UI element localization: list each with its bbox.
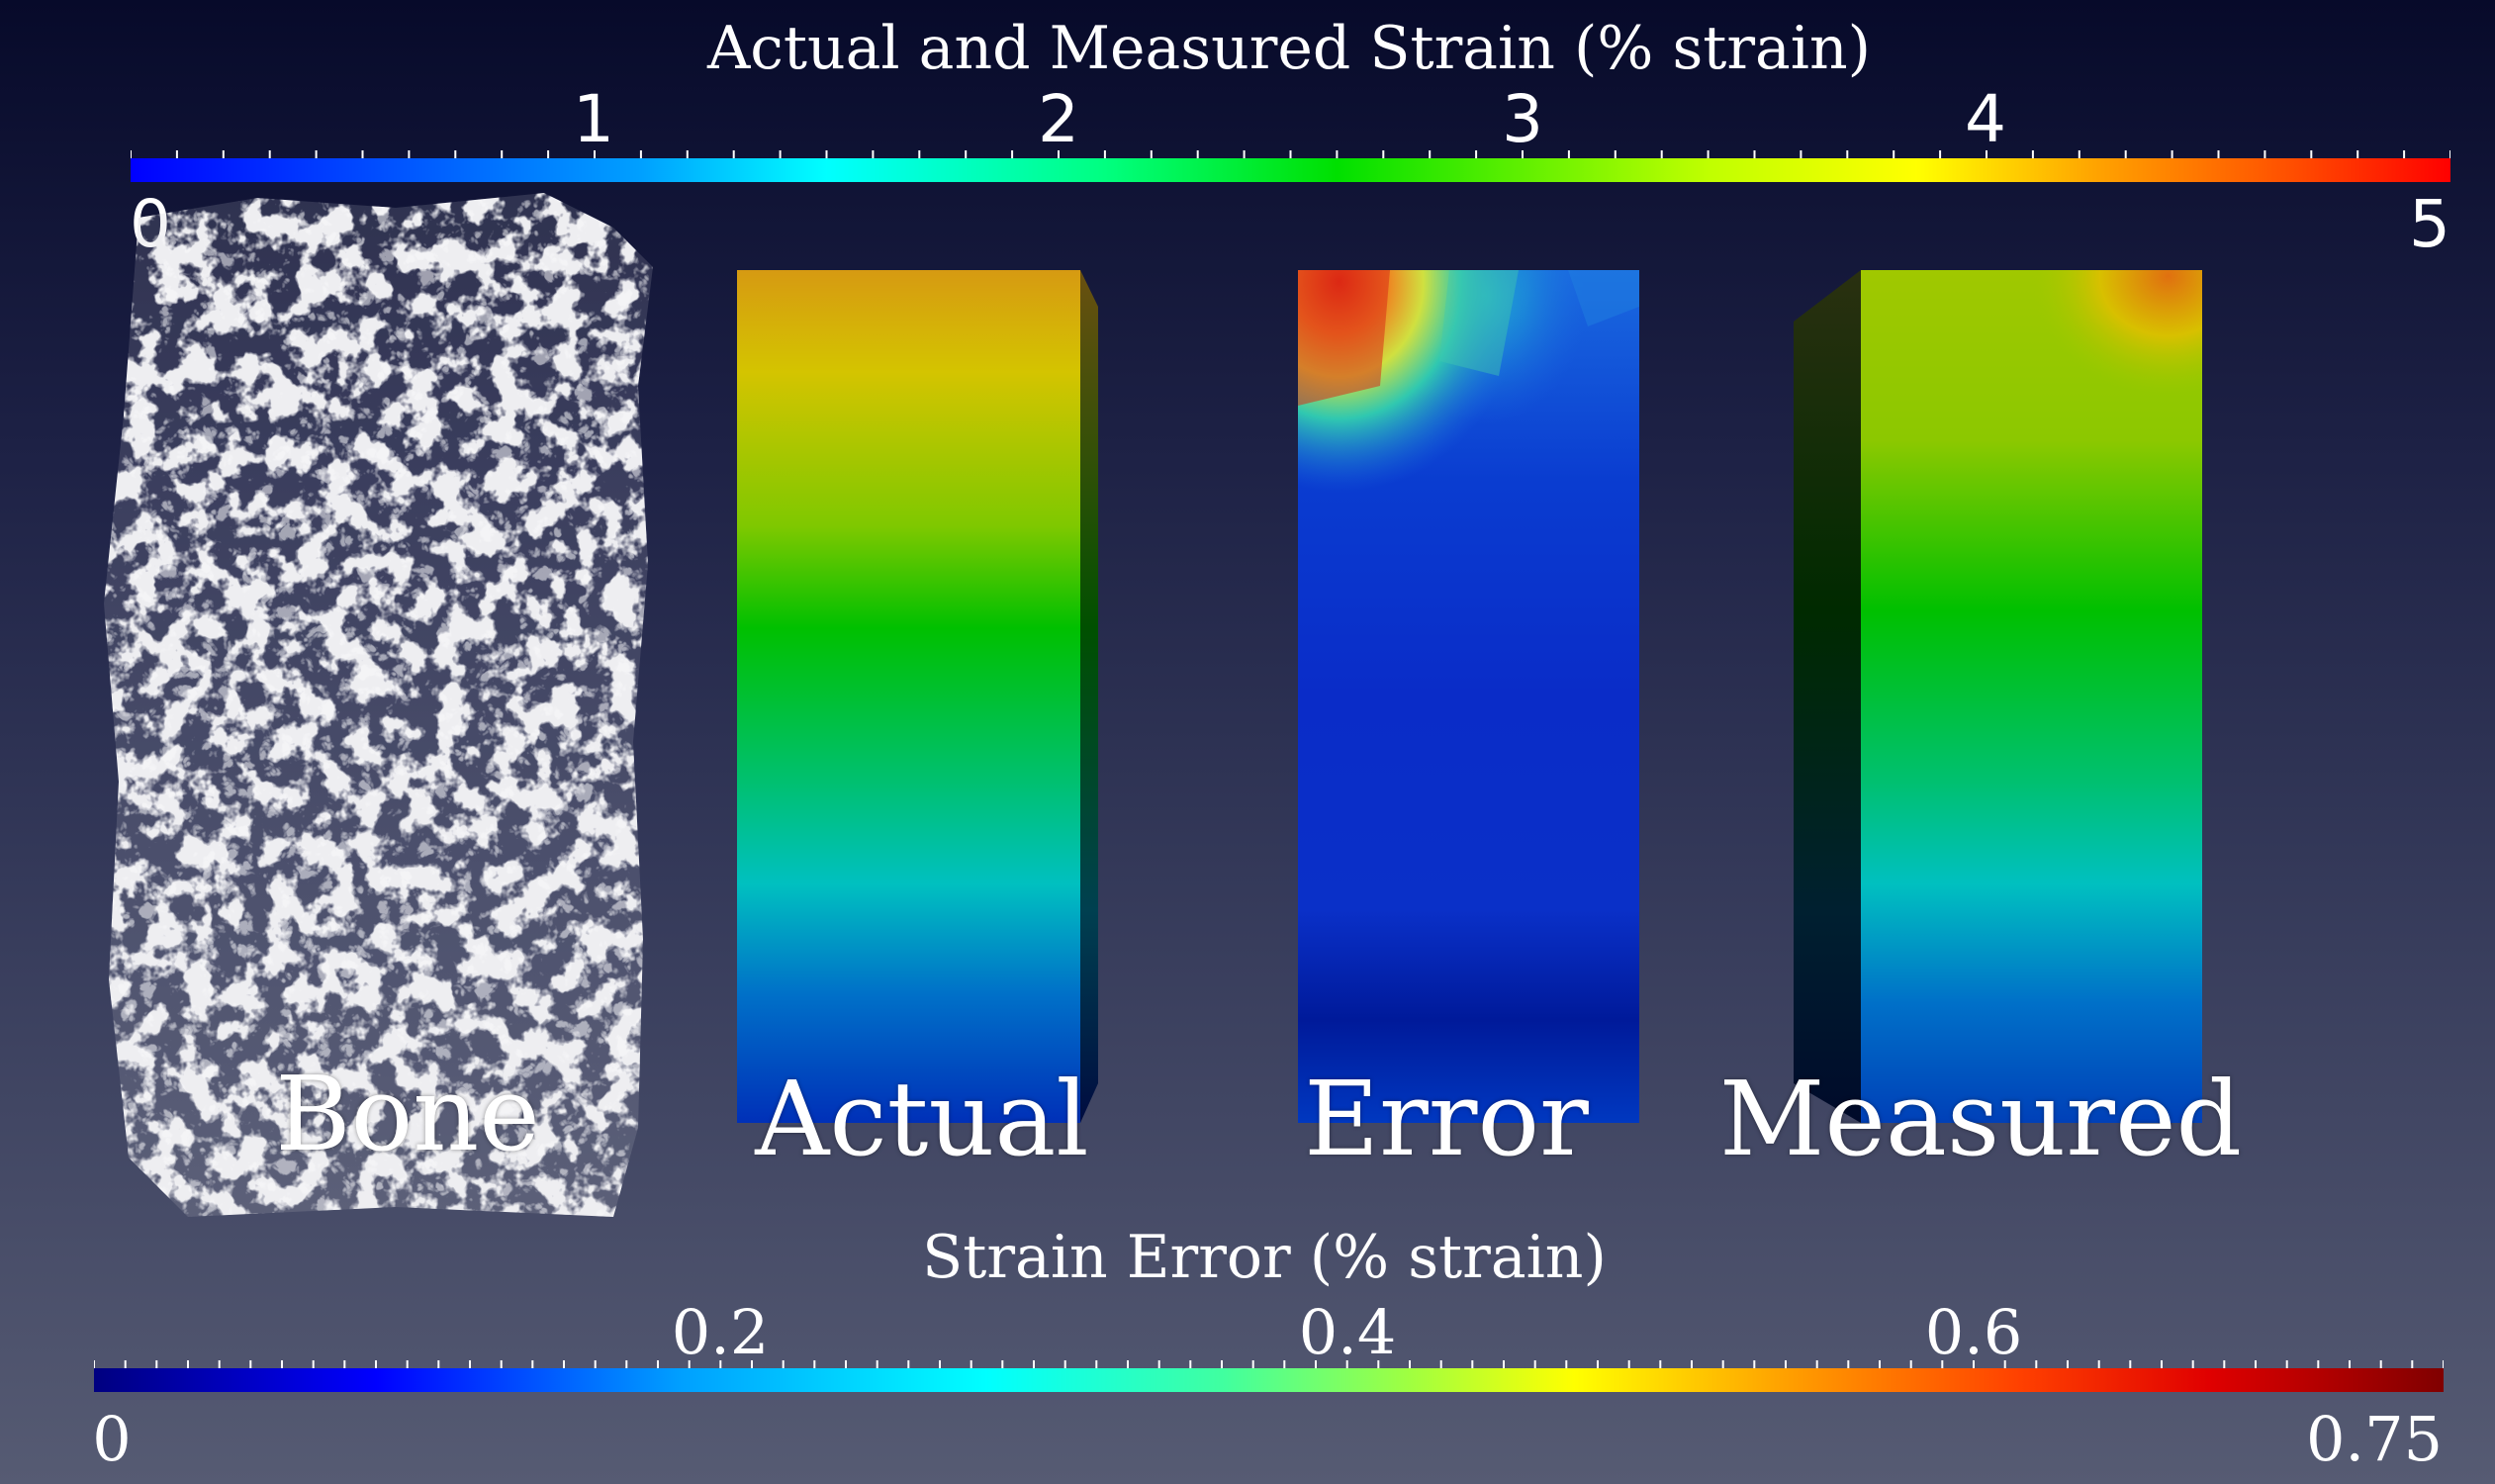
- bone-volume-render: [104, 193, 653, 1217]
- bottom-colorbar-ticks: [94, 1360, 2444, 1368]
- top-colorbar-ticks: [131, 150, 2450, 158]
- top-tick-1: 1: [573, 81, 614, 157]
- actual-label: Actual: [755, 1059, 1089, 1179]
- bottom-tick-0.4: 0.4: [1298, 1296, 1397, 1368]
- top-tick-2: 2: [1038, 81, 1079, 157]
- bone-label: Bone: [275, 1054, 540, 1174]
- top-colorbar: [131, 150, 2450, 182]
- bottom-tick-0.2: 0.2: [671, 1296, 770, 1368]
- actual-strain-block: [737, 270, 1098, 1123]
- measured-label: Measured: [1718, 1059, 2243, 1179]
- error-strain-block: [1298, 270, 1639, 1123]
- top-tick-4: 4: [1965, 81, 2006, 157]
- bottom-max-label: 0.75: [2305, 1403, 2444, 1475]
- error-label: Error: [1304, 1059, 1589, 1179]
- top-tick-3: 3: [1502, 81, 1543, 157]
- bottom-colorbar: [94, 1360, 2444, 1392]
- bottom-tick-0.6: 0.6: [1924, 1296, 2023, 1368]
- measured-strain-block: [1794, 270, 2202, 1123]
- top-max-label: 5: [2409, 186, 2450, 262]
- bottom-min-label: 0: [92, 1403, 132, 1475]
- top-colorbar-title: Actual and Measured Strain (% strain): [706, 14, 1872, 83]
- bottom-colorbar-title: Strain Error (% strain): [922, 1223, 1607, 1292]
